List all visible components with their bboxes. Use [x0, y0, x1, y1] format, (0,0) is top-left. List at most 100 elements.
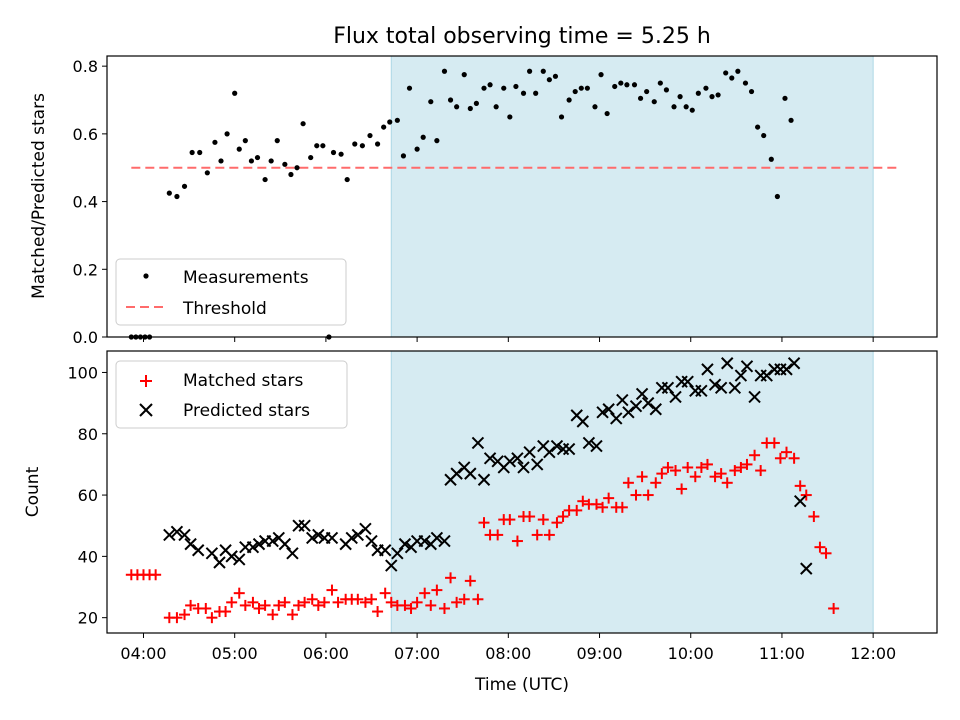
- predicted-star-mark-b: [760, 369, 773, 382]
- measurement-point: [467, 105, 473, 112]
- predicted-star-point: [641, 396, 655, 410]
- legend-predicted-marker-b: [139, 403, 153, 417]
- predicted-star-mark-b: [622, 406, 635, 419]
- predicted-star-mark-b: [192, 544, 205, 557]
- measurement-point: [527, 68, 533, 74]
- matched-star-point: [670, 465, 682, 477]
- matched-star-point: [537, 514, 549, 526]
- predicted-star-mark-b: [649, 403, 662, 416]
- measurement-point: [558, 114, 565, 120]
- matched-star-point: [286, 609, 298, 621]
- predicted-star-mark-b: [616, 393, 629, 407]
- predicted-star-point: [385, 559, 398, 572]
- matched-star-point: [689, 471, 701, 483]
- measurement-point: [501, 85, 507, 91]
- matched-star-point: [504, 514, 516, 526]
- predicted-star-point: [286, 547, 299, 560]
- measurement-point: [624, 82, 630, 88]
- matched-star-point: [451, 596, 463, 608]
- matched-star-point: [676, 483, 688, 495]
- predicted-star-mark-b: [266, 534, 279, 548]
- matched-star-point: [150, 569, 162, 581]
- matched-star-point: [464, 575, 476, 587]
- measurement-point: [768, 156, 774, 162]
- matched-star-point: [531, 529, 543, 541]
- predicted-star-point: [596, 406, 609, 419]
- measurement-point: [406, 85, 413, 91]
- predicted-star-point: [345, 531, 358, 545]
- measurement-point: [320, 143, 326, 149]
- matched-star-point: [551, 517, 563, 529]
- measurement-point: [224, 131, 230, 137]
- count-y-tick-label: 100: [67, 363, 98, 382]
- predicted-star-mark-b: [695, 384, 708, 398]
- matched-star-point: [411, 596, 423, 608]
- measurement-point: [314, 143, 320, 149]
- measurement-point: [262, 176, 268, 183]
- matched-star-point: [425, 599, 437, 611]
- predicted-star-point: [391, 547, 404, 560]
- matched-star-point: [279, 596, 291, 608]
- predicted-star-mark-b: [312, 528, 325, 542]
- predicted-star-point: [170, 525, 184, 539]
- predicted-star-point: [610, 412, 623, 425]
- predicted-star-point: [748, 390, 761, 404]
- predicted-star-mark-b: [286, 547, 299, 560]
- measurement-point: [513, 83, 519, 90]
- predicted-star-mark-b: [570, 409, 583, 422]
- predicted-star-point: [661, 381, 675, 394]
- predicted-star-mark-b: [793, 494, 807, 508]
- matched-star-point: [438, 602, 450, 614]
- ratio-legend: Measurements Threshold: [115, 258, 347, 326]
- predicted-star-mark-b: [391, 547, 404, 560]
- measurement-point: [181, 183, 188, 189]
- matched-star-point: [399, 599, 411, 611]
- matched-star-point: [179, 609, 191, 621]
- measurement-point: [533, 90, 539, 96]
- measurement-point: [248, 158, 255, 164]
- matched-star-point: [405, 602, 417, 614]
- predicted-star-mark-b: [576, 415, 590, 428]
- count-x-tick-label: 10:00: [668, 644, 714, 663]
- measurement-point: [400, 153, 407, 159]
- predicted-star-mark-b: [530, 458, 544, 471]
- count-observing-span: [390, 350, 874, 634]
- predicted-star-point: [252, 537, 266, 551]
- predicted-star-point: [793, 494, 807, 508]
- matched-star-point: [828, 602, 840, 614]
- predicted-star-mark-b: [359, 522, 372, 535]
- measurement-point: [493, 104, 499, 110]
- measurement-point: [232, 90, 238, 96]
- predicted-star-mark-b: [205, 547, 219, 560]
- predicted-star-mark-b: [351, 528, 365, 542]
- ratio-y-tick-label: 0.8: [73, 57, 98, 76]
- matched-star-point: [622, 477, 634, 489]
- count-x-tick-label: 08:00: [485, 644, 531, 663]
- matched-star-point: [185, 599, 197, 611]
- matched-star-point: [379, 587, 391, 599]
- measurement-point: [387, 119, 393, 125]
- measurement-point: [487, 82, 493, 88]
- measurement-point: [657, 80, 663, 86]
- measurement-point: [598, 72, 604, 78]
- measurement-point: [166, 190, 172, 196]
- matched-star-point: [306, 593, 318, 605]
- predicted-star-point: [590, 439, 603, 453]
- predicted-star-point: [205, 547, 219, 560]
- predicted-star-point: [450, 467, 463, 480]
- measurement-point: [274, 138, 280, 144]
- matched-star-point: [650, 477, 662, 489]
- predicted-star-mark-b: [714, 381, 728, 394]
- predicted-star-mark-b: [582, 436, 596, 450]
- matched-star-point: [299, 596, 311, 608]
- count-y-tick-label: 80: [78, 425, 98, 444]
- measurement-point: [695, 90, 701, 96]
- matched-star-point: [774, 452, 786, 464]
- matched-star-point: [729, 465, 741, 477]
- measurement-point: [300, 121, 306, 127]
- count-x-tick-label: 06:00: [303, 644, 349, 663]
- predicted-star-mark-b: [523, 445, 536, 459]
- measurement-point: [637, 95, 644, 101]
- predicted-star-mark-b: [629, 399, 643, 413]
- measurement-point: [723, 70, 729, 76]
